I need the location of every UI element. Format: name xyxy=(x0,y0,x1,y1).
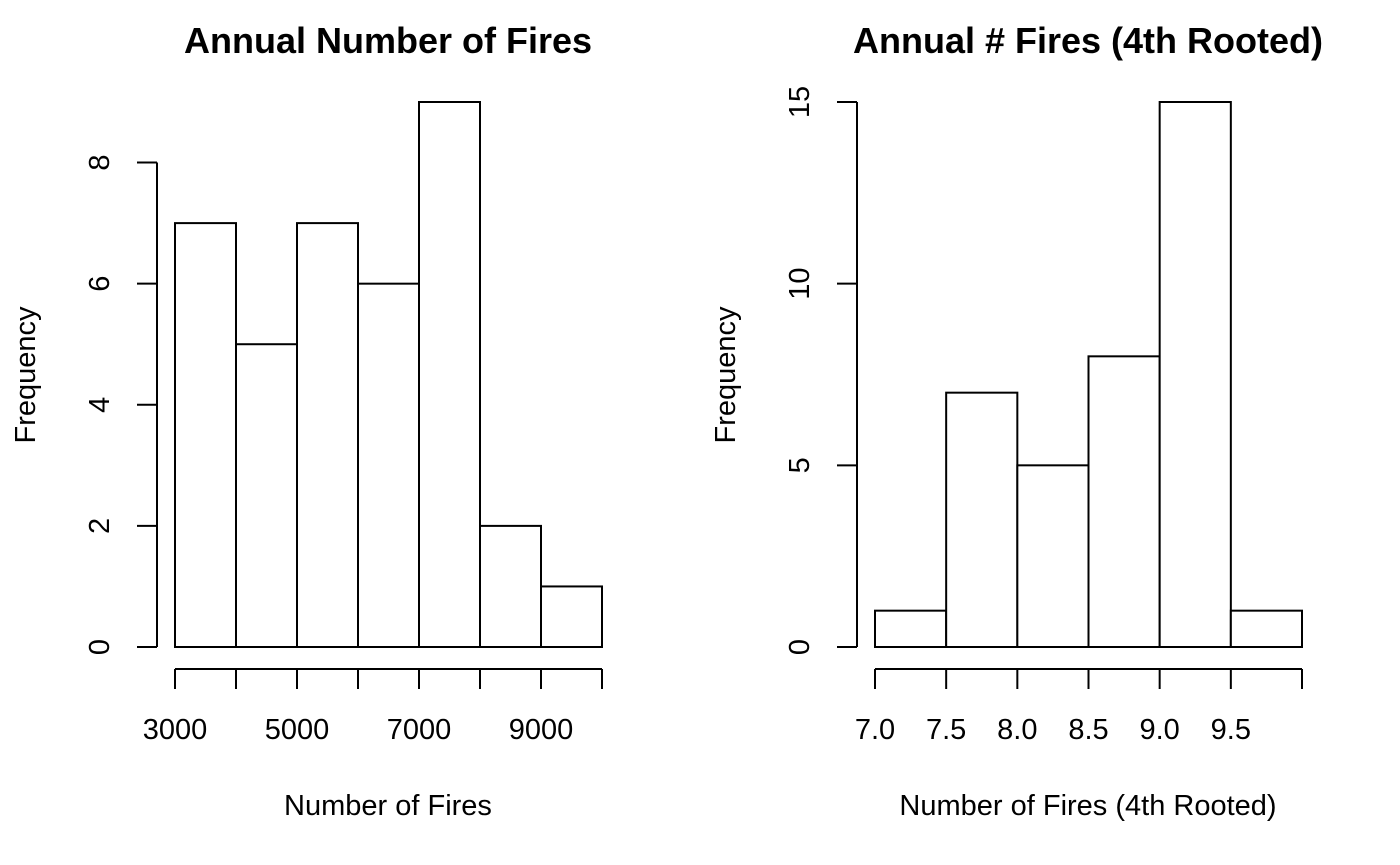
y-tick-label: 8 xyxy=(84,154,116,170)
histogram-bar xyxy=(296,222,359,648)
histogram-bar xyxy=(540,585,603,649)
histogram-bar xyxy=(1158,101,1232,648)
x-tick-label: 9.5 xyxy=(1211,714,1251,746)
x-axis: 3000 5000 7000 9000 xyxy=(143,668,603,746)
y-tick-label: 4 xyxy=(84,397,116,413)
histogram-panel-rooted: Annual # Fires (4th Rooted) Frequency Nu… xyxy=(710,20,1323,822)
histogram-bar xyxy=(1087,355,1161,648)
histogram-bar xyxy=(235,343,298,648)
x-axis-label: Number of Fires (4th Rooted) xyxy=(899,790,1276,822)
bars xyxy=(874,101,1304,649)
chart-title: Annual Number of Fires xyxy=(184,20,592,61)
x-tick-label: 8.5 xyxy=(1068,714,1108,746)
x-tick-label: 9000 xyxy=(509,714,574,746)
y-tick-label: 10 xyxy=(784,268,816,300)
y-tick-label: 5 xyxy=(784,457,816,473)
histogram-bar xyxy=(1016,464,1090,649)
y-axis: 0 2 4 6 8 xyxy=(84,154,158,655)
histogram-bar xyxy=(174,222,237,648)
histogram-bar xyxy=(945,391,1019,648)
chart-title: Annual # Fires (4th Rooted) xyxy=(853,20,1323,61)
x-tick-label: 7000 xyxy=(387,714,452,746)
x-tick-label: 7.5 xyxy=(926,714,966,746)
histogram-bar xyxy=(1229,609,1304,649)
x-axis: 7.0 7.5 8.0 8.5 9.0 9.5 xyxy=(855,668,1303,746)
y-axis: 0 5 10 15 xyxy=(784,86,858,655)
y-tick-label: 15 xyxy=(784,86,816,118)
y-tick-label: 0 xyxy=(84,639,116,655)
x-tick-label: 9.0 xyxy=(1140,714,1180,746)
histogram-bar xyxy=(357,282,420,648)
y-tick-label: 0 xyxy=(784,639,816,655)
histogram-bar xyxy=(418,101,481,648)
bars xyxy=(174,101,603,649)
y-tick-label: 2 xyxy=(84,518,116,534)
x-tick-label: 8.0 xyxy=(997,714,1037,746)
x-tick-label: 5000 xyxy=(265,714,330,746)
histogram-bar xyxy=(479,524,542,649)
x-tick-label: 7.0 xyxy=(855,714,895,746)
histogram-panel-raw: Annual Number of Fires Frequency Number … xyxy=(10,20,603,822)
histogram-bar xyxy=(874,609,948,649)
x-tick-label: 3000 xyxy=(143,714,208,746)
y-axis-label: Frequency xyxy=(10,306,42,444)
x-axis-label: Number of Fires xyxy=(284,790,492,822)
y-tick-label: 6 xyxy=(84,276,116,292)
y-axis-label: Frequency xyxy=(710,306,742,444)
